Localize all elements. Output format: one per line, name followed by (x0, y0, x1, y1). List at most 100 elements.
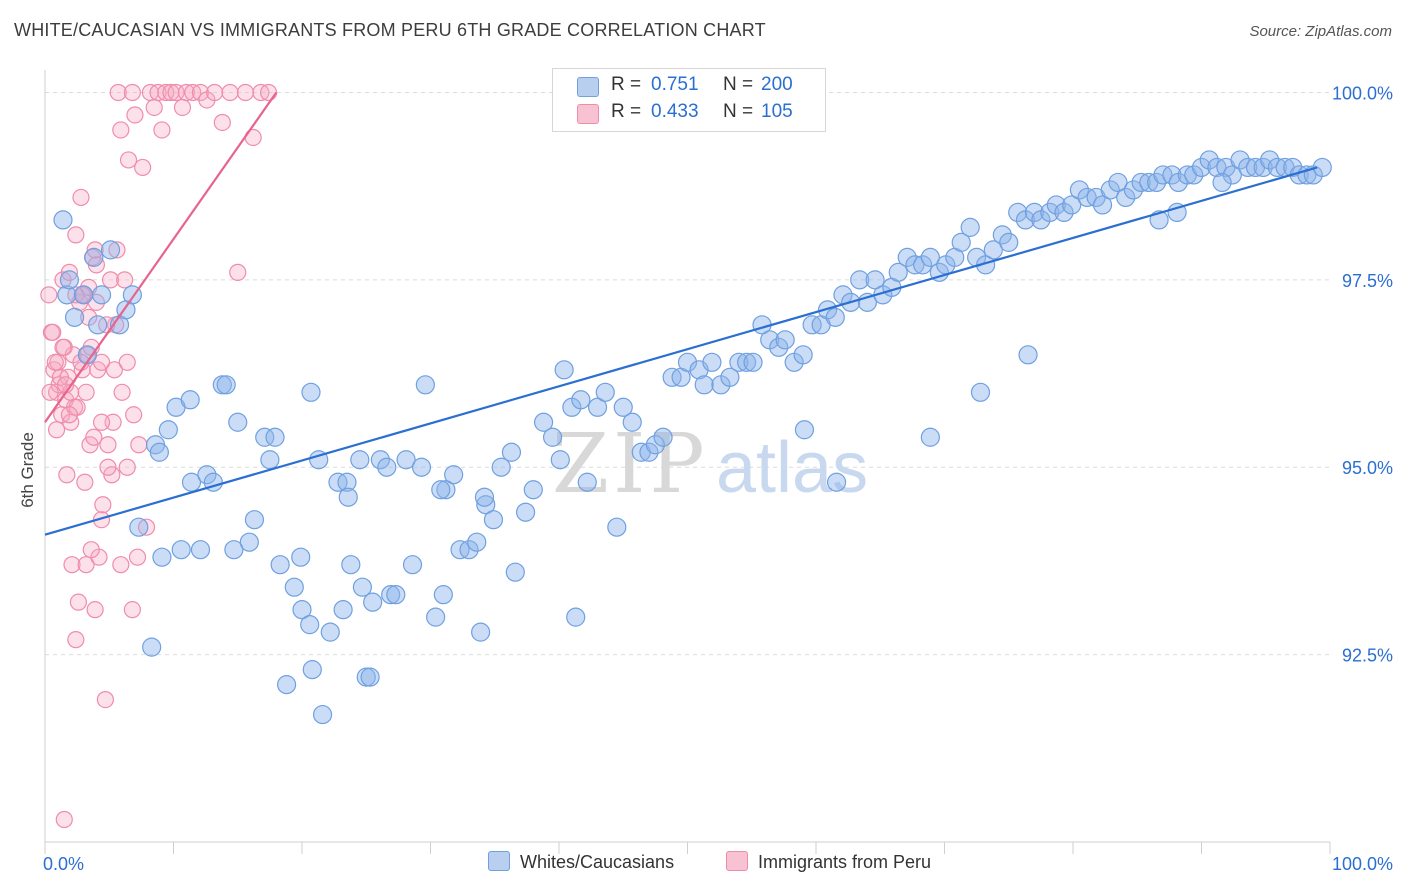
white-point (255, 427, 275, 447)
chart-source: Source: ZipAtlas.com (1249, 23, 1392, 40)
white-point (769, 337, 789, 357)
peru-point (92, 413, 111, 431)
white-point (300, 615, 320, 635)
white-point (677, 352, 698, 372)
watermark: ZIP atlas (552, 417, 868, 512)
peru-point (76, 473, 94, 491)
white-point (970, 382, 991, 402)
white-point (244, 510, 265, 530)
peru-point (137, 518, 156, 536)
x-tick-label: 100.0% (1332, 854, 1393, 874)
white-point (415, 375, 435, 395)
white-point (826, 472, 847, 492)
white-point (702, 352, 722, 372)
white-point (57, 285, 77, 305)
white-point (467, 532, 487, 552)
white-point (1146, 172, 1167, 193)
white-point (694, 375, 714, 395)
white-point (483, 510, 504, 530)
peru-point (41, 383, 59, 401)
peru-point (112, 556, 130, 574)
white-point (284, 577, 304, 597)
peru-point (94, 496, 112, 514)
peru-point (67, 631, 85, 649)
white-point (301, 382, 321, 402)
peru-point (44, 323, 62, 341)
white-point (88, 315, 108, 335)
white-point (1267, 157, 1287, 178)
white-point (337, 472, 357, 492)
white-point (920, 427, 940, 447)
peru-point (128, 548, 147, 566)
white-point (291, 547, 311, 567)
white-point (312, 704, 333, 725)
legend-n-value: 105 (761, 101, 793, 122)
peru-point (126, 106, 144, 124)
white-point (533, 412, 554, 432)
bottom-legend-whites: Whites/Caucasians (488, 851, 674, 873)
legend-swatch-whites (577, 77, 599, 97)
white-point (77, 345, 98, 365)
white-point (554, 360, 574, 380)
white-point (302, 660, 322, 680)
white-point (341, 555, 361, 575)
white-point (1184, 165, 1204, 185)
white-point (53, 210, 73, 230)
white-point (292, 600, 312, 620)
white-point (1100, 180, 1120, 200)
white-point (983, 240, 1003, 260)
legend-r-label: R = (611, 101, 642, 122)
bottom-legend-swatch-whites (488, 851, 510, 871)
peru-point (119, 151, 138, 169)
white-point (794, 420, 815, 440)
tick-labels: 92.5% 95.0% 97.5% 100.0% 0.0% 100.0% (43, 83, 1393, 874)
white-point (951, 232, 971, 252)
white-point (363, 592, 383, 612)
white-point (905, 255, 925, 275)
white-point (270, 555, 290, 575)
white-point (992, 225, 1012, 245)
watermark-atlas: atlas (716, 428, 868, 508)
peru-point (77, 383, 95, 401)
legend-n-label: N = (723, 101, 754, 122)
white-point (595, 382, 615, 402)
white-point (897, 247, 917, 267)
white-point (370, 450, 390, 470)
white-point (239, 532, 259, 552)
white-point (505, 562, 525, 582)
white-point (1062, 195, 1082, 215)
peru-point (85, 428, 103, 446)
peru-point (72, 188, 90, 207)
white-point (737, 352, 757, 372)
white-point (260, 450, 280, 470)
white-point (360, 667, 380, 687)
white-point (645, 435, 665, 455)
legend-r-value: 0.751 (651, 74, 699, 95)
white-point (276, 675, 297, 695)
white-point (59, 270, 80, 290)
white-point (639, 442, 659, 462)
peru-point (206, 83, 224, 102)
white-point (476, 495, 496, 515)
white-point (444, 465, 464, 485)
white-point (1162, 165, 1182, 185)
peru-point (130, 436, 148, 454)
peru-point (118, 353, 136, 371)
white-point (381, 585, 401, 605)
peru-point (145, 98, 163, 117)
trend-lines (44, 91, 1318, 536)
chart-title: WHITE/CAUCASIAN VS IMMIGRANTS FROM PERU … (14, 20, 766, 40)
white-point (720, 367, 740, 387)
white-point (190, 540, 211, 560)
peru-point (47, 421, 66, 439)
peru-point (116, 271, 134, 289)
white-point (1238, 157, 1258, 178)
peru-point (60, 406, 79, 424)
trend-line-peru (44, 91, 278, 423)
white-point (265, 427, 285, 447)
series-peru-points (40, 83, 278, 829)
white-point (91, 285, 112, 305)
white-point (1046, 195, 1066, 215)
white-point (1054, 202, 1074, 223)
